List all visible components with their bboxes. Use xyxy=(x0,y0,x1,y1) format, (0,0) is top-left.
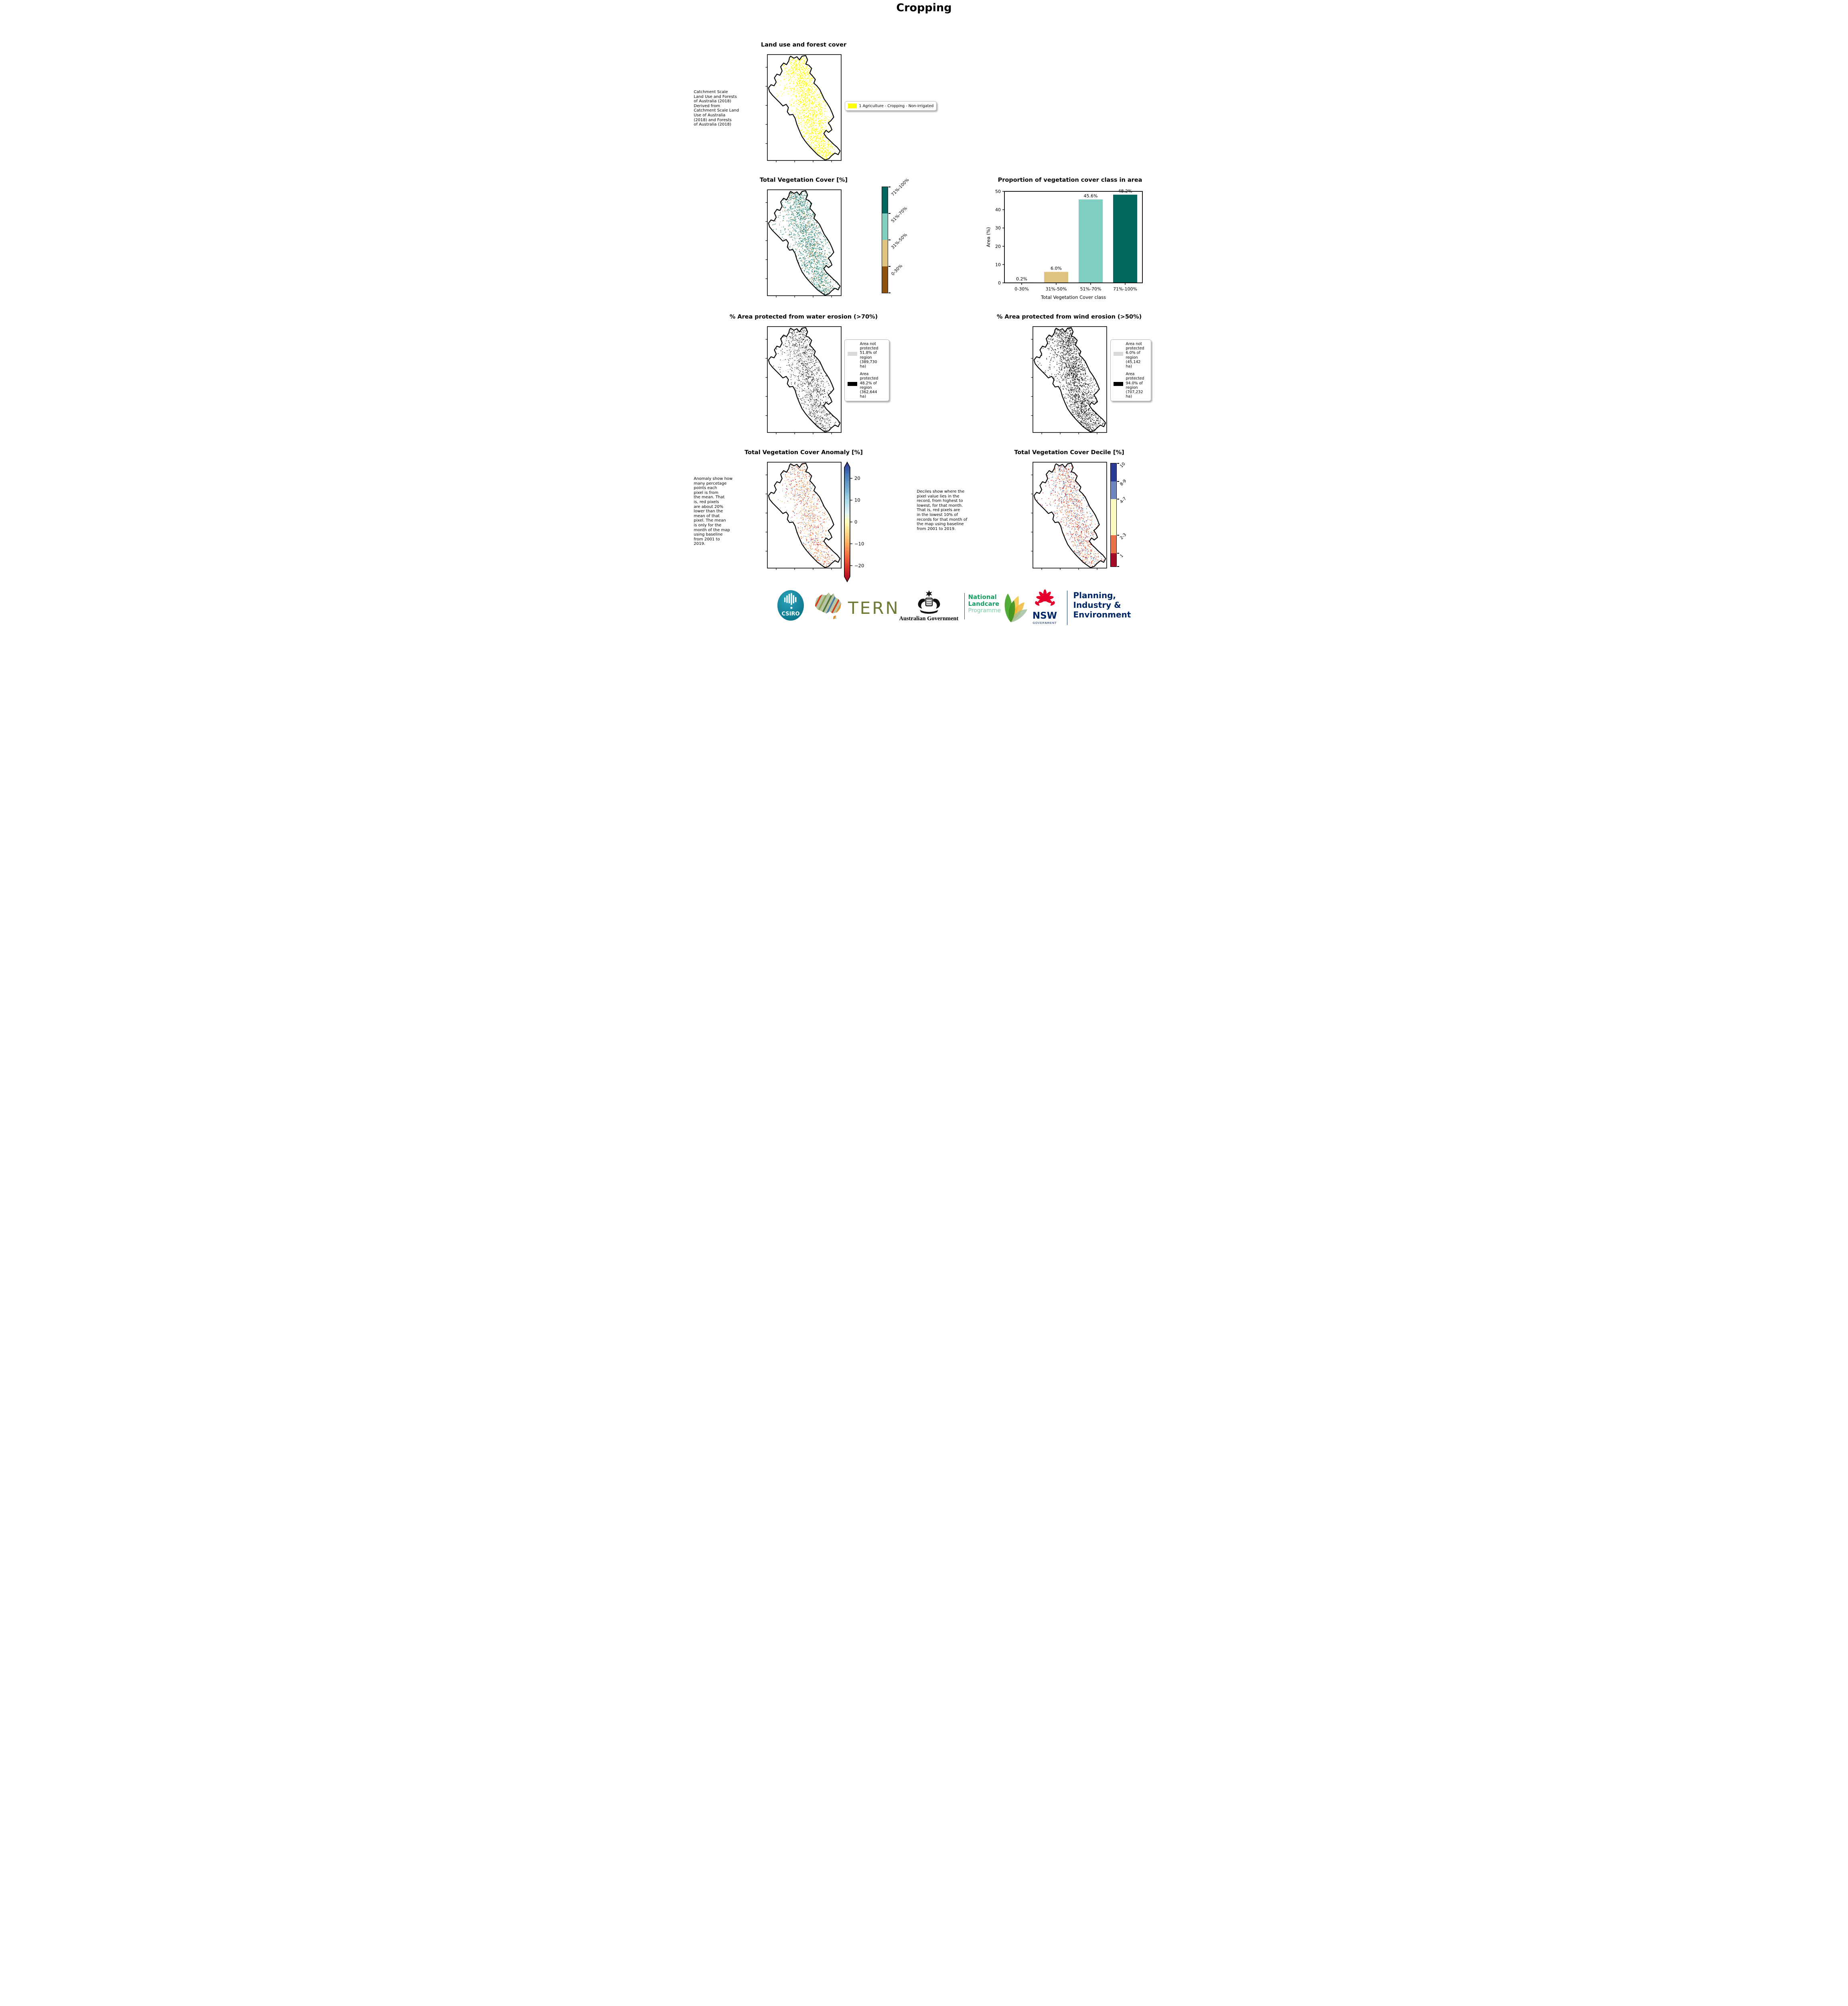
page-title: Cropping xyxy=(896,2,952,14)
nsw-government-label: GOVERNMENT xyxy=(1033,621,1057,625)
csiro-logo: CSIRO xyxy=(777,590,804,621)
landuse-map-title: Land use and forest cover xyxy=(761,42,847,48)
colorbar-label: 31%-50% xyxy=(890,232,908,250)
footer-divider xyxy=(964,593,965,619)
colorbar-segment xyxy=(882,240,888,266)
csiro-waveform-icon xyxy=(784,593,796,609)
anomaly-map-panel: Total Vegetation Cover Anomaly [%] xyxy=(744,449,863,574)
decile-map xyxy=(1031,462,1107,570)
tern-wordmark: TERN xyxy=(848,598,899,618)
wind-erosion-map xyxy=(1031,326,1107,434)
landuse-source-note: Catchment Scale Land Use and Forests of … xyxy=(694,90,739,127)
tvc-map-title: Total Vegetation Cover [%] xyxy=(760,177,848,183)
decile-map-panel: Total Vegetation Cover Decile [%] xyxy=(1014,449,1124,574)
nsw-waratah-icon xyxy=(1035,589,1055,606)
tern-australia-icon xyxy=(815,593,841,619)
australian-government-wordmark: Australian Government xyxy=(899,615,959,622)
area-not-protected-label: Area not protected 6.0% of region (45,14… xyxy=(1126,342,1144,369)
decile-map-title: Total Vegetation Cover Decile [%] xyxy=(1014,449,1124,456)
landcare-wordmark: National Landcare Programme xyxy=(968,594,1001,614)
landuse-legend-swatch xyxy=(848,104,857,108)
colorbar-segment xyxy=(1110,481,1116,499)
wind-erosion-map-panel: % Area protected from wind erosion (>50%… xyxy=(997,314,1142,438)
colorbar-segment xyxy=(882,266,888,293)
legend-entry: Area protected 48.2% of region (362,644 … xyxy=(847,372,886,399)
water-erosion-legend: Area not protected 51.8% of region (389,… xyxy=(844,339,889,402)
colorbar-label: 71%-100% xyxy=(890,177,910,197)
colorbar-segment xyxy=(1110,463,1116,481)
area-protected-swatch xyxy=(1113,382,1123,386)
colorbar-label: 1 xyxy=(1119,553,1124,559)
anomaly-map-title: Total Vegetation Cover Anomaly [%] xyxy=(744,449,863,456)
anomaly-map xyxy=(765,462,842,570)
area-protected-swatch xyxy=(847,382,857,386)
australian-government-crest-icon xyxy=(918,590,940,614)
colorbar-label: 8-9 xyxy=(1119,478,1127,487)
colorbar-label: 51%-70% xyxy=(890,206,908,224)
csiro-wordmark: CSIRO xyxy=(781,611,799,617)
legend-entry: Area protected 94.0% of region (707,232 … xyxy=(1113,372,1148,399)
anomaly-note: Anomaly show how many percetage points e… xyxy=(694,477,733,546)
tvc-colorbar: 71%-100% 51%-70% 31%-50% 0-30% xyxy=(881,177,910,293)
area-not-protected-label: Area not protected 51.8% of region (389,… xyxy=(860,342,878,369)
wind-erosion-legend: Area not protected 6.0% of region (45,14… xyxy=(1110,339,1151,402)
water-erosion-map-title: % Area protected from water erosion (>70… xyxy=(729,314,878,320)
report-page: Cropping Catchment Scale Land Use and Fo… xyxy=(693,0,1155,642)
colorbar-segment xyxy=(1110,499,1116,535)
csiro-ellipse xyxy=(777,590,804,621)
colorbar-segment xyxy=(1110,553,1116,566)
department-wordmark: Planning, Industry & Environment xyxy=(1073,591,1131,619)
colorbar-segment xyxy=(882,187,888,213)
landcare-line: Landcare xyxy=(968,600,1000,607)
water-erosion-map-panel: % Area protected from water erosion (>70… xyxy=(730,314,878,438)
bar-chart-title: Proportion of vegetation cover class in … xyxy=(998,177,1142,183)
landuse-map xyxy=(765,54,842,162)
colorbar-label: 10 xyxy=(1119,461,1126,469)
colorbar-label: 4-7 xyxy=(1119,496,1127,505)
department-line: Industry & xyxy=(1073,600,1121,610)
wind-erosion-map-title: % Area protected from wind erosion (>50%… xyxy=(996,314,1142,320)
area-not-protected-swatch xyxy=(847,352,857,356)
landuse-legend: 1 Agriculture - Cropping - Non-irrigated xyxy=(844,101,937,111)
colorbar-segment xyxy=(1110,535,1116,553)
nsw-wordmark: NSW xyxy=(1032,611,1057,621)
landuse-map-panel: Land use and forest cover xyxy=(761,42,846,166)
decile-note: Deciles show where the pixel value lies … xyxy=(917,489,968,531)
landcare-line: National xyxy=(968,593,997,601)
colorbar-segment xyxy=(882,213,888,240)
landuse-legend-label: 1 Agriculture - Cropping - Non-irrigated xyxy=(859,104,934,108)
colorbar-label: 2-3 xyxy=(1119,532,1127,541)
decile-colorbar: 10 8-9 4-7 2-3 1 xyxy=(1110,461,1127,567)
tvc-map xyxy=(765,189,842,298)
landcare-line: Programme xyxy=(968,607,1001,614)
department-line: Environment xyxy=(1073,610,1131,619)
landcare-leaves-icon xyxy=(1004,593,1027,622)
water-erosion-map xyxy=(765,326,842,434)
colorbar-label: 0-30% xyxy=(890,263,903,277)
department-line: Planning, xyxy=(1073,591,1116,600)
legend-entry: Area not protected 51.8% of region (389,… xyxy=(847,342,886,369)
vegetation-class-chart-panel: Proportion of vegetation cover class in … xyxy=(984,177,1155,310)
tvc-map-panel: Total Vegetation Cover [%] xyxy=(760,177,848,301)
area-protected-label: Area protected 94.0% of region (707,232 … xyxy=(1126,372,1144,399)
area-protected-label: Area protected 48.2% of region (362,644 … xyxy=(860,372,878,399)
bar-chart: 010203040500-30%0.2%31%-50%6.0%51%-70%45… xyxy=(986,189,1143,300)
area-not-protected-swatch xyxy=(1113,352,1123,356)
legend-entry: Area not protected 6.0% of region (45,14… xyxy=(1113,342,1148,369)
footer-divider xyxy=(1067,591,1068,625)
tern-logo: TERN xyxy=(815,593,899,619)
